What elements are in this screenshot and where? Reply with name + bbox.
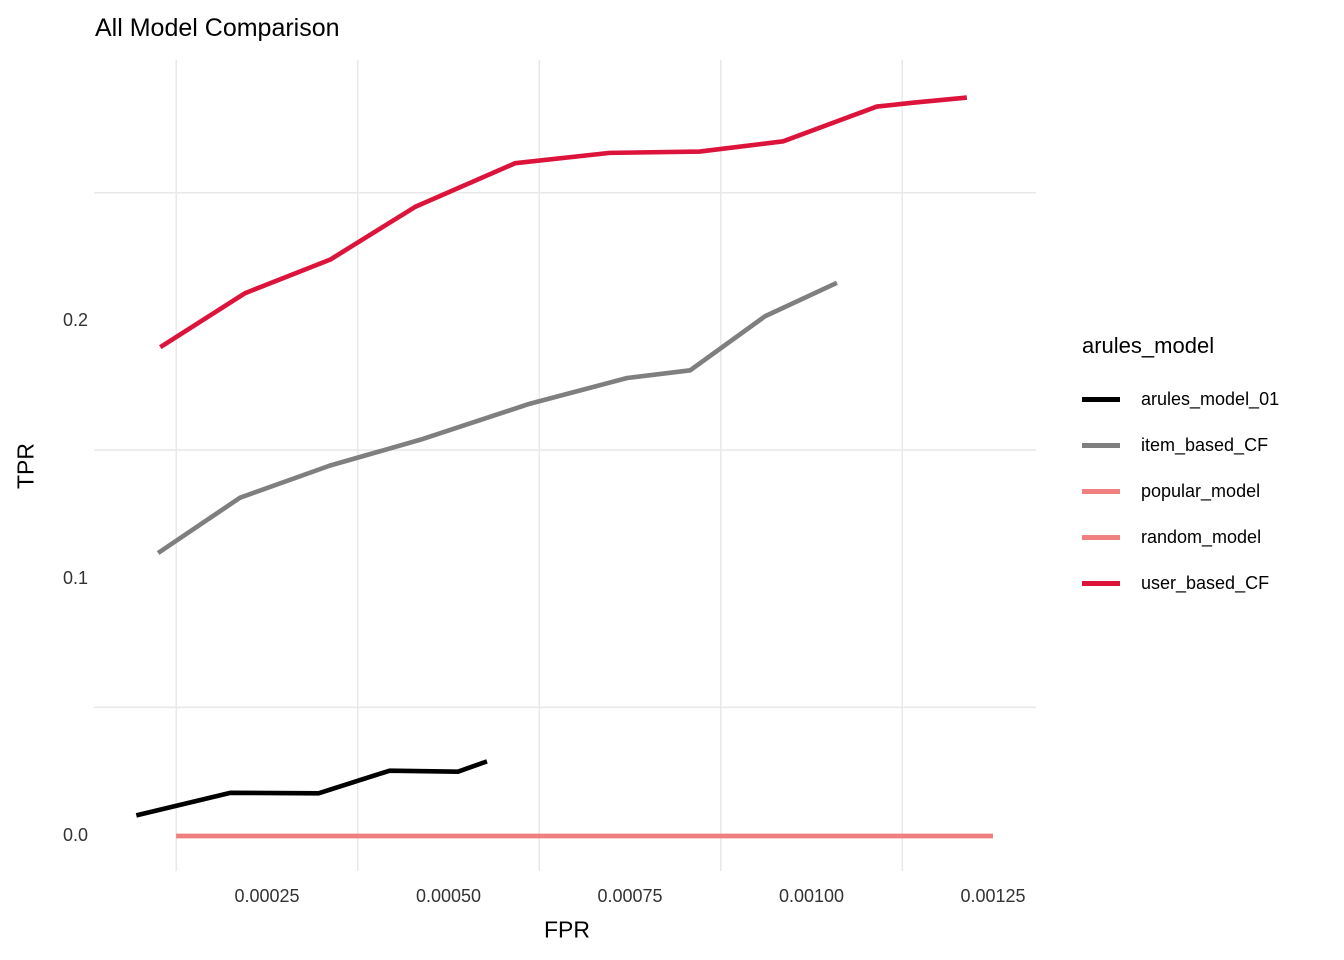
legend-title: arules_model xyxy=(1082,333,1215,358)
legend-key-line-icon xyxy=(1082,580,1120,586)
legend-item: popular_model xyxy=(1082,481,1279,501)
x-tick-label: 0.00125 xyxy=(960,886,1026,906)
legend-key-line-icon xyxy=(1082,442,1120,448)
legend-item: user_based_CF xyxy=(1082,573,1279,593)
legend-key-line-icon xyxy=(1082,396,1120,402)
x-tick-label: 0.00100 xyxy=(778,886,845,906)
legend-label: random_model xyxy=(1141,526,1262,547)
legend-label: item_based_CF xyxy=(1141,434,1269,455)
plot-title: All Model Comparison xyxy=(95,14,340,42)
series-line-user_based_CF xyxy=(159,95,968,350)
x-tick-label: 0.00025 xyxy=(234,886,300,906)
legend-key-line-icon xyxy=(1082,534,1120,540)
legend-item: item_based_CF xyxy=(1082,435,1279,455)
y-tick-label: 0.1 xyxy=(62,567,88,588)
legend-label: arules_model_01 xyxy=(1141,388,1280,409)
legend-key-line-icon xyxy=(1082,488,1120,494)
x-axis-title: FPR xyxy=(544,916,590,943)
legend: arules_model arules_model_01 item_based_… xyxy=(1082,333,1279,619)
x-tick-label: 0.00075 xyxy=(597,886,663,906)
y-axis-title: TPR xyxy=(12,443,39,489)
series-line-item_based_CF xyxy=(156,280,838,555)
legend-item: arules_model_01 xyxy=(1082,389,1279,409)
y-tick-label: 0.0 xyxy=(62,825,88,845)
legend-label: popular_model xyxy=(1141,480,1261,501)
legend-label: user_based_CF xyxy=(1141,572,1270,593)
legend-item: random_model xyxy=(1082,527,1279,547)
series-line-arules_model_01 xyxy=(135,759,488,818)
y-tick-label: 0.2 xyxy=(62,310,88,331)
x-tick-label: 0.00050 xyxy=(415,886,482,906)
